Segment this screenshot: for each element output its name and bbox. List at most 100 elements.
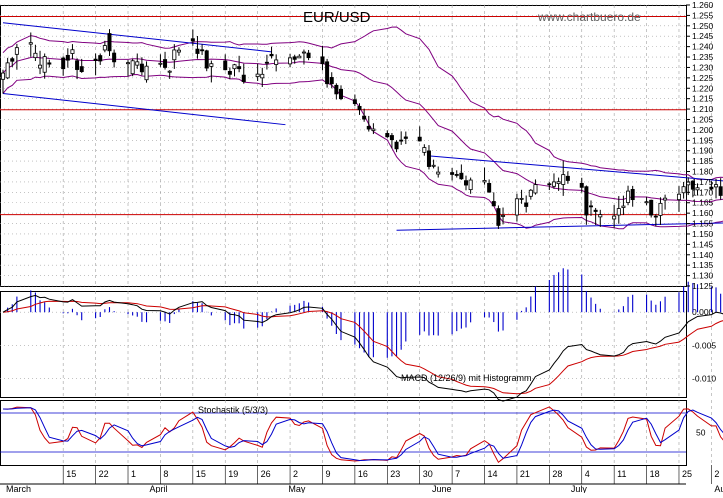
price-tick-label: 1.235 xyxy=(692,52,714,62)
macd-panel: 0.000 -0.005 -0.010 xyxy=(0,268,723,402)
trend-line xyxy=(396,222,723,231)
candle-body xyxy=(658,202,663,216)
candle-body xyxy=(70,49,75,54)
candle-body xyxy=(288,57,293,65)
candle-body xyxy=(681,186,686,194)
candle-body xyxy=(292,56,297,60)
price-tick-label: 1.205 xyxy=(692,114,714,124)
price-tick-label: 1.255 xyxy=(692,10,714,20)
macd-signal-line xyxy=(2,300,723,395)
month-label: April xyxy=(150,484,168,493)
candle-body xyxy=(329,77,334,85)
stochastic-label: Stochastik (5/3/3) xyxy=(198,405,268,415)
candle-body xyxy=(366,125,371,130)
day-tick-label: 9 xyxy=(325,469,330,479)
candle-body xyxy=(561,174,566,185)
price-tick-label: 1.175 xyxy=(692,177,714,187)
candle-body xyxy=(176,49,181,53)
day-tick-label: 11 xyxy=(617,469,626,479)
day-tick-label: 2 xyxy=(293,469,298,479)
candle-body xyxy=(190,38,195,42)
day-tick-label: 28 xyxy=(552,469,562,479)
candle-body xyxy=(10,58,15,62)
price-tick-label: 1.240 xyxy=(692,42,714,52)
candle-body xyxy=(616,208,621,216)
price-tick-label: 1.225 xyxy=(692,73,714,83)
candle-body xyxy=(33,52,38,59)
candle-body xyxy=(130,60,135,75)
price-tick-label: 1.130 xyxy=(692,271,714,281)
candle-body xyxy=(362,115,367,120)
candle-body xyxy=(320,56,325,65)
candle-body xyxy=(565,175,570,181)
candle-body xyxy=(38,64,43,69)
candle-body xyxy=(126,62,131,65)
candles xyxy=(0,29,723,229)
candle-body xyxy=(172,49,177,61)
candle-body xyxy=(28,42,33,45)
day-tick-label: 16 xyxy=(358,469,368,479)
candle-body xyxy=(394,141,399,150)
candle-body xyxy=(61,57,66,70)
candle-body xyxy=(463,180,468,186)
candle-body xyxy=(501,215,506,217)
bollinger-upper xyxy=(2,26,723,181)
day-tick-label: 26 xyxy=(261,469,271,479)
candle-body xyxy=(237,66,242,70)
day-tick-label: 15 xyxy=(66,469,76,479)
candle-body xyxy=(98,55,103,62)
day-tick-label: 19 xyxy=(228,469,238,479)
candle-body xyxy=(5,62,10,79)
candle-body xyxy=(301,51,306,54)
price-tick-label: 1.160 xyxy=(692,208,714,218)
candle-body xyxy=(714,184,719,188)
price-tick-label: 1.195 xyxy=(692,135,714,145)
price-tick-label: 1.190 xyxy=(692,146,714,156)
month-label: March xyxy=(6,484,31,493)
candle-body xyxy=(487,182,492,193)
candle-body xyxy=(514,198,519,216)
macd-tick-label: -0.005 xyxy=(692,340,716,350)
candle-body xyxy=(551,181,556,187)
candle-body xyxy=(426,150,431,167)
day-tick-label: 25 xyxy=(682,469,692,479)
grid xyxy=(0,4,712,465)
panel-frame xyxy=(0,5,687,287)
stochastic-tick-label: 50 xyxy=(696,428,706,438)
candle-body xyxy=(357,105,362,111)
chart-title: EUR/USD xyxy=(303,9,371,26)
candle-body xyxy=(663,197,668,201)
candle-body xyxy=(144,65,149,81)
month-label: May xyxy=(288,484,306,493)
candle-body xyxy=(653,215,658,218)
price-tick-label: 1.155 xyxy=(692,219,714,229)
price-tick-label: 1.200 xyxy=(692,125,714,135)
trend-line xyxy=(2,92,286,126)
panel-frame xyxy=(0,291,687,398)
day-tick-label: 30 xyxy=(423,469,433,479)
candle-body xyxy=(264,61,269,64)
day-tick-label: 15 xyxy=(196,469,206,479)
trend-lines xyxy=(2,22,723,231)
bollinger-lower xyxy=(2,73,723,230)
panel-frames xyxy=(0,5,687,485)
candle-body xyxy=(709,186,714,190)
candle-body xyxy=(491,201,496,207)
candle-body xyxy=(107,33,112,52)
bollinger-bands xyxy=(2,26,723,230)
candle-body xyxy=(297,55,302,59)
watermark: www.chartbuero.de xyxy=(537,10,641,24)
macd-tick-label: -0.010 xyxy=(692,373,716,383)
bollinger-middle xyxy=(2,56,723,203)
candle-body xyxy=(556,181,561,184)
horizontal-lines xyxy=(0,15,686,216)
price-tick-label: 1.250 xyxy=(692,21,714,31)
candle-body xyxy=(371,128,376,131)
candle-body xyxy=(269,53,274,57)
candle-body xyxy=(399,139,404,142)
candle-body xyxy=(260,73,265,79)
candle-body xyxy=(241,74,246,82)
candle-body xyxy=(598,214,603,218)
candle-body xyxy=(274,59,279,65)
candle-body xyxy=(690,180,695,190)
